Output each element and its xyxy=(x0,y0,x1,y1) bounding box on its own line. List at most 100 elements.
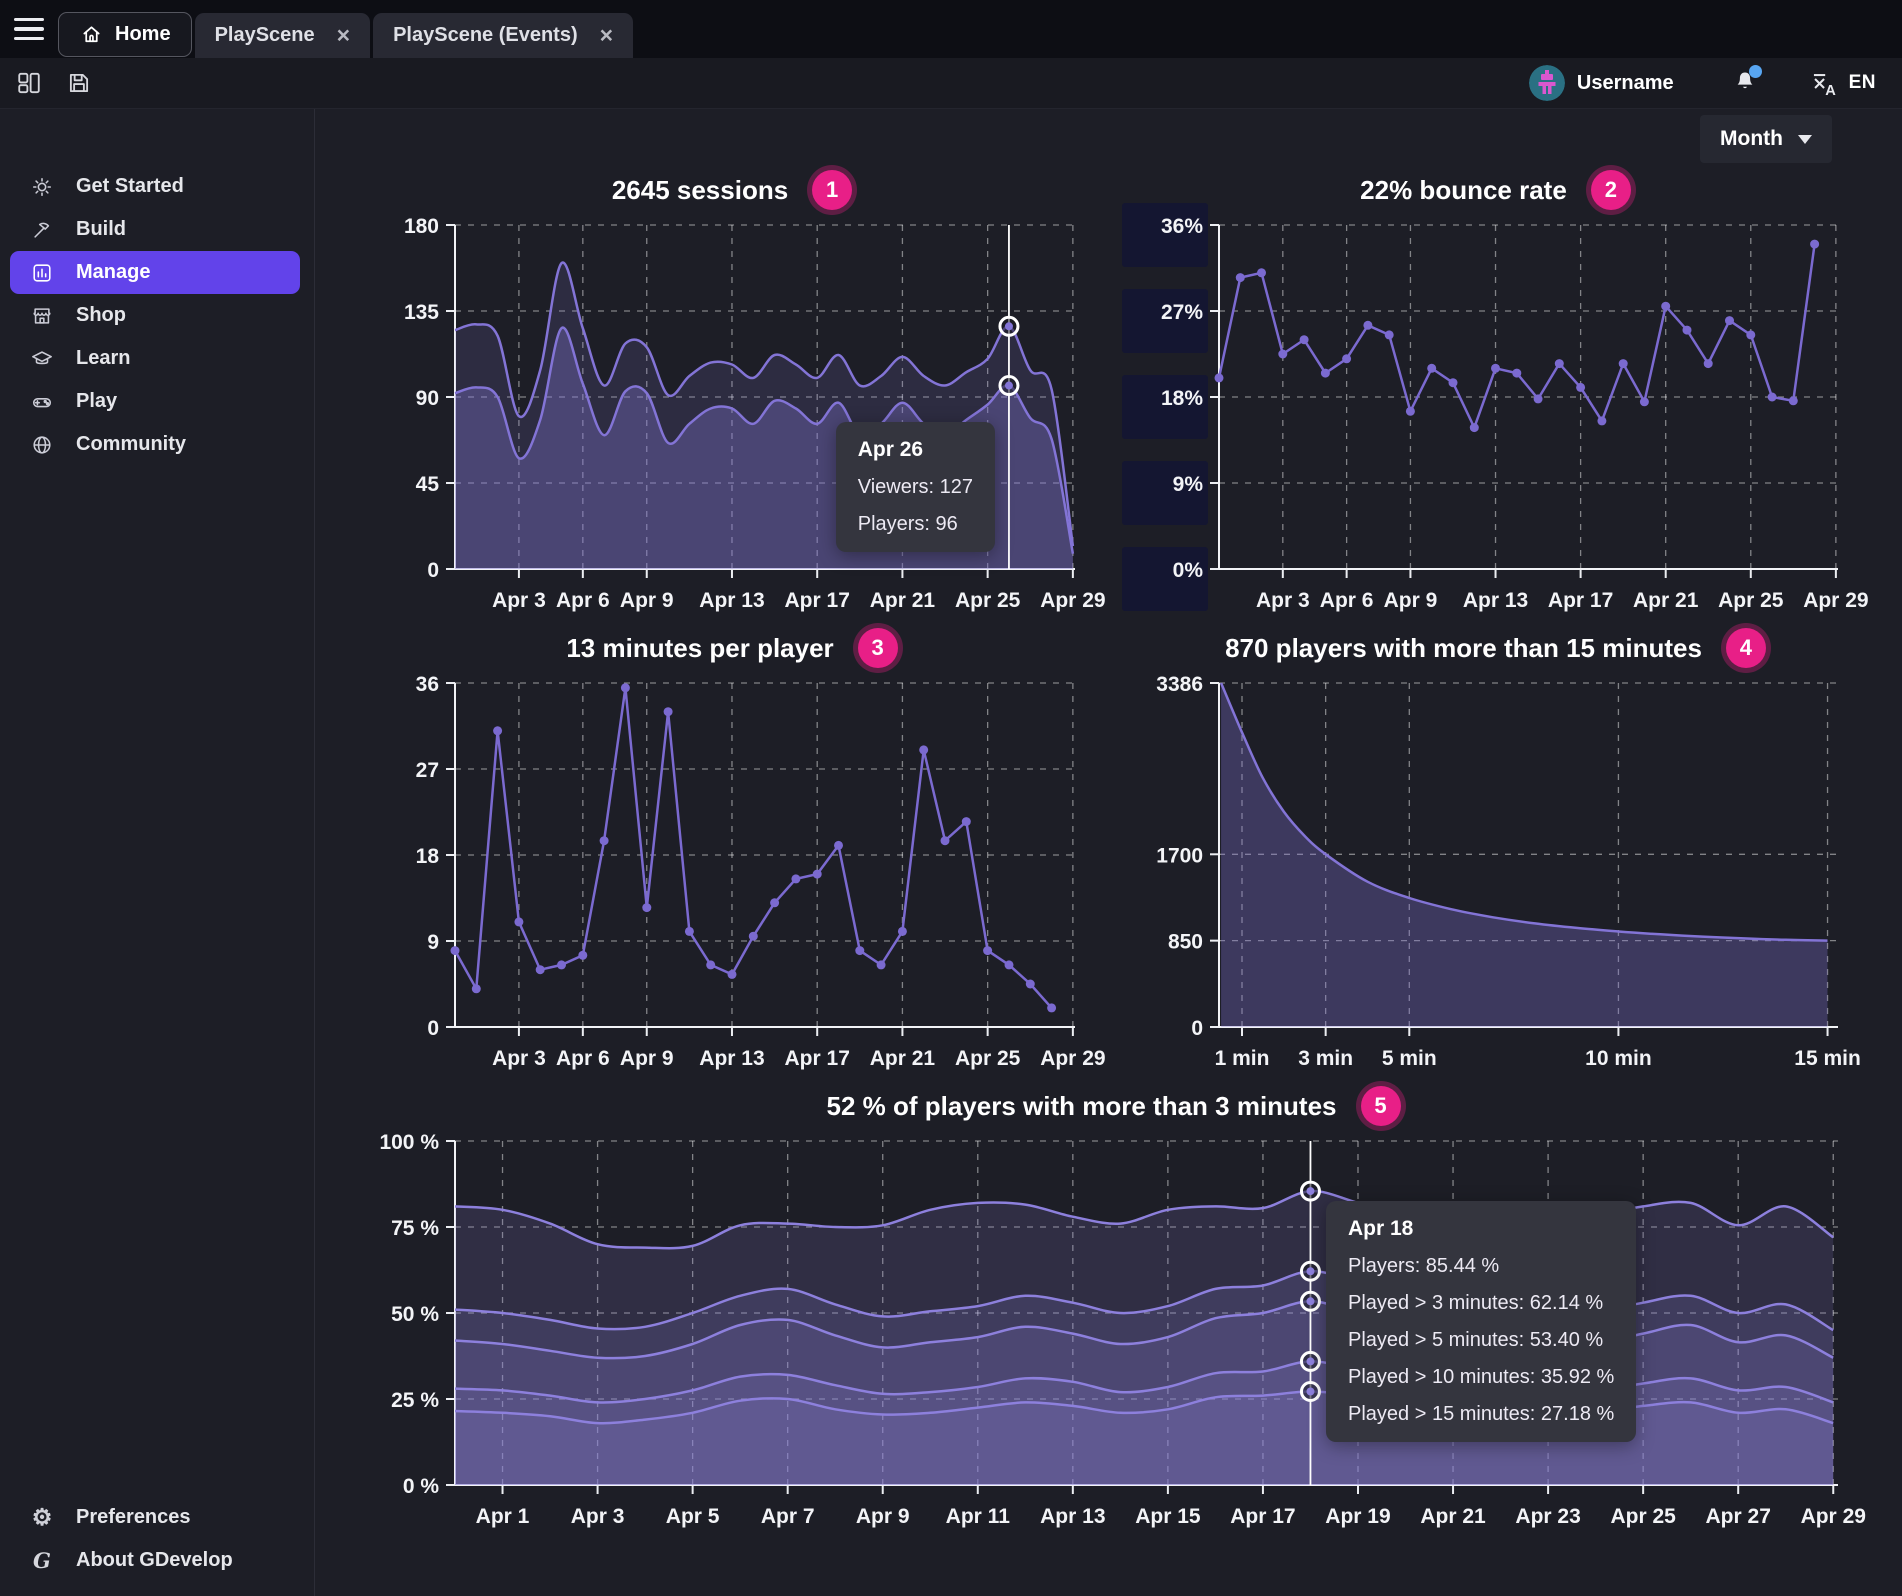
svg-text:18%: 18% xyxy=(1161,387,1203,410)
svg-text:90: 90 xyxy=(416,387,439,410)
tab-playscene[interactable]: PlayScene × xyxy=(194,13,371,58)
tooltip-line: Played > 10 minutes: 35.92 % xyxy=(1348,1366,1615,1388)
toolbar: Username A EN xyxy=(0,58,1902,109)
gear-icon: ⚙ xyxy=(31,1504,53,1530)
chart-title: 13 minutes per player xyxy=(566,632,834,663)
storefront-icon xyxy=(30,305,54,327)
chart-player-retention: 870 players with more than 15 minutes 4 … xyxy=(1139,625,1861,1073)
chart-title: 52 % of players with more than 3 minutes xyxy=(826,1090,1337,1121)
sidebar-item-build[interactable]: Build xyxy=(10,208,300,251)
svg-text:Apr 25: Apr 25 xyxy=(1610,1505,1676,1528)
svg-text:Apr 21: Apr 21 xyxy=(1420,1505,1486,1528)
translate-icon[interactable]: A xyxy=(1810,70,1837,97)
svg-text:Apr 7: Apr 7 xyxy=(761,1505,815,1528)
save-icon[interactable] xyxy=(64,68,94,98)
svg-text:Apr 29: Apr 29 xyxy=(1040,589,1105,612)
chart-sessions: 2645 sessions 1 0 45 90 135 180 Apr 3 Apr 6 Apr… xyxy=(375,167,1106,615)
chart-bounce-rate: 22% bounce rate 2 0% 9% 18% 27% 36% Apr 3 Apr … xyxy=(1122,167,1869,615)
chart-title: 2645 sessions xyxy=(611,174,789,205)
svg-text:0 %: 0 % xyxy=(403,1475,440,1498)
sidebar-item-about-gdevelop[interactable]: G About GDevelop xyxy=(10,1539,300,1582)
sidebar-item-play[interactable]: Play xyxy=(10,380,300,423)
svg-text:27%: 27% xyxy=(1161,301,1203,324)
svg-text:36: 36 xyxy=(416,673,439,696)
chevron-down-icon xyxy=(1798,134,1812,144)
chart-minutes-per-player: 13 minutes per player 3 0 9 18 27 36 Apr 3 Apr… xyxy=(375,625,1106,1073)
sidebar-item-community[interactable]: Community xyxy=(10,423,300,466)
svg-text:Apr 29: Apr 29 xyxy=(1803,589,1868,612)
svg-text:Apr 3: Apr 3 xyxy=(1256,589,1310,612)
svg-text:Apr 3: Apr 3 xyxy=(571,1505,625,1528)
svg-text:Apr 5: Apr 5 xyxy=(666,1505,720,1528)
notifications-button[interactable] xyxy=(1732,64,1762,99)
svg-text:A: A xyxy=(1825,82,1836,96)
sidebar-item-label: Preferences xyxy=(76,1506,191,1528)
close-icon[interactable]: × xyxy=(599,22,614,48)
bar-chart-icon xyxy=(30,262,54,284)
hamburger-menu-icon[interactable] xyxy=(0,0,58,58)
svg-text:Apr 29: Apr 29 xyxy=(1040,1047,1105,1070)
step-badge-2[interactable]: 2 xyxy=(1590,170,1631,210)
tab-playscene-events[interactable]: PlayScene (Events) × xyxy=(373,13,634,58)
tooltip-line: Played > 15 minutes: 27.18 % xyxy=(1348,1403,1615,1425)
svg-text:Apr 6: Apr 6 xyxy=(1320,589,1374,612)
sidebar-item-get-started[interactable]: Get Started xyxy=(10,165,300,208)
svg-text:0: 0 xyxy=(427,1017,439,1040)
project-manager-icon[interactable] xyxy=(14,68,44,98)
period-label: Month xyxy=(1720,127,1783,150)
tooltip-line: Played > 3 minutes: 62.14 % xyxy=(1348,1292,1604,1314)
svg-text:1700: 1700 xyxy=(1156,844,1203,867)
svg-text:180: 180 xyxy=(404,215,439,238)
gamepad-icon xyxy=(30,391,54,413)
sidebar-item-shop[interactable]: Shop xyxy=(10,294,300,337)
retention-chart-canvas[interactable]: 0 850 1700 3386 1 min 3 min 5 min 10 min 15 min xyxy=(1139,671,1861,1073)
tab-home[interactable]: Home xyxy=(58,12,192,57)
step-badge-1[interactable]: 1 xyxy=(812,170,853,210)
svg-text:Apr 13: Apr 13 xyxy=(699,1047,764,1070)
username[interactable]: Username xyxy=(1576,71,1674,94)
svg-text:Apr 25: Apr 25 xyxy=(955,589,1021,612)
svg-text:Apr 11: Apr 11 xyxy=(946,1505,1011,1528)
sidebar-item-label: Learn xyxy=(76,347,131,369)
minutes-chart-canvas[interactable]: 0 9 18 27 36 Apr 3 Apr 6 Apr 9 Apr 13 Apr 17 Apr 2… xyxy=(375,671,1106,1073)
play-duration-chart-canvas[interactable]: 0 % 25 % 50 % 75 % 100 % Apr 1 Apr 3 Apr 5 Apr 7… xyxy=(375,1129,1865,1531)
analytics-dashboard: Month 2645 sessions 1 0 45 90 135 180 Apr 3 Ap… xyxy=(315,109,1902,1596)
language-label[interactable]: EN xyxy=(1848,72,1876,93)
tooltip-line: Viewers: 127 xyxy=(857,476,973,498)
svg-text:Apr 3: Apr 3 xyxy=(492,1047,546,1070)
sidebar-item-manage[interactable]: Manage xyxy=(10,251,300,294)
svg-text:0: 0 xyxy=(427,559,439,582)
period-dropdown[interactable]: Month xyxy=(1700,115,1832,163)
sessions-chart-canvas[interactable]: 0 45 90 135 180 Apr 3 Apr 6 Apr 9 Apr 13 Apr 17 Ap… xyxy=(375,213,1106,615)
svg-text:Apr 21: Apr 21 xyxy=(870,1047,936,1070)
tooltip-line: Played > 5 minutes: 53.40 % xyxy=(1348,1329,1604,1351)
step-badge-3[interactable]: 3 xyxy=(857,628,898,668)
svg-text:3 min: 3 min xyxy=(1298,1047,1353,1070)
svg-text:100 %: 100 % xyxy=(379,1131,439,1154)
svg-text:15 min: 15 min xyxy=(1794,1047,1861,1070)
svg-text:Apr 17: Apr 17 xyxy=(785,589,850,612)
step-badge-4[interactable]: 4 xyxy=(1725,628,1766,668)
tooltip-line: Players: 96 xyxy=(857,513,958,535)
sidebar-item-preferences[interactable]: ⚙ Preferences xyxy=(10,1496,300,1539)
svg-text:Apr 13: Apr 13 xyxy=(699,589,764,612)
svg-text:Apr 15: Apr 15 xyxy=(1135,1505,1201,1528)
svg-text:Apr 25: Apr 25 xyxy=(955,1047,1021,1070)
avatar[interactable] xyxy=(1528,65,1565,101)
notification-dot xyxy=(1748,64,1762,78)
step-badge-5[interactable]: 5 xyxy=(1360,1086,1401,1126)
sidebar-item-label: Manage xyxy=(76,261,151,283)
tab-label: PlayScene (Events) xyxy=(393,24,578,46)
svg-text:Apr 6: Apr 6 xyxy=(556,589,610,612)
svg-text:850: 850 xyxy=(1168,931,1203,954)
svg-text:27: 27 xyxy=(416,759,439,782)
close-icon[interactable]: × xyxy=(336,22,351,48)
tab-label: PlayScene xyxy=(214,24,315,46)
sidebar-item-label: Shop xyxy=(76,304,126,326)
chart-title: 22% bounce rate xyxy=(1360,174,1567,205)
tab-label: Home xyxy=(115,23,171,45)
sidebar-item-learn[interactable]: Learn xyxy=(10,337,300,380)
svg-text:Apr 17: Apr 17 xyxy=(1548,589,1613,612)
svg-text:0%: 0% xyxy=(1173,559,1204,582)
bounce-rate-chart-canvas[interactable]: 0% 9% 18% 27% 36% Apr 3 Apr 6 Apr 9 Apr 13 Apr 17… xyxy=(1122,203,1869,615)
